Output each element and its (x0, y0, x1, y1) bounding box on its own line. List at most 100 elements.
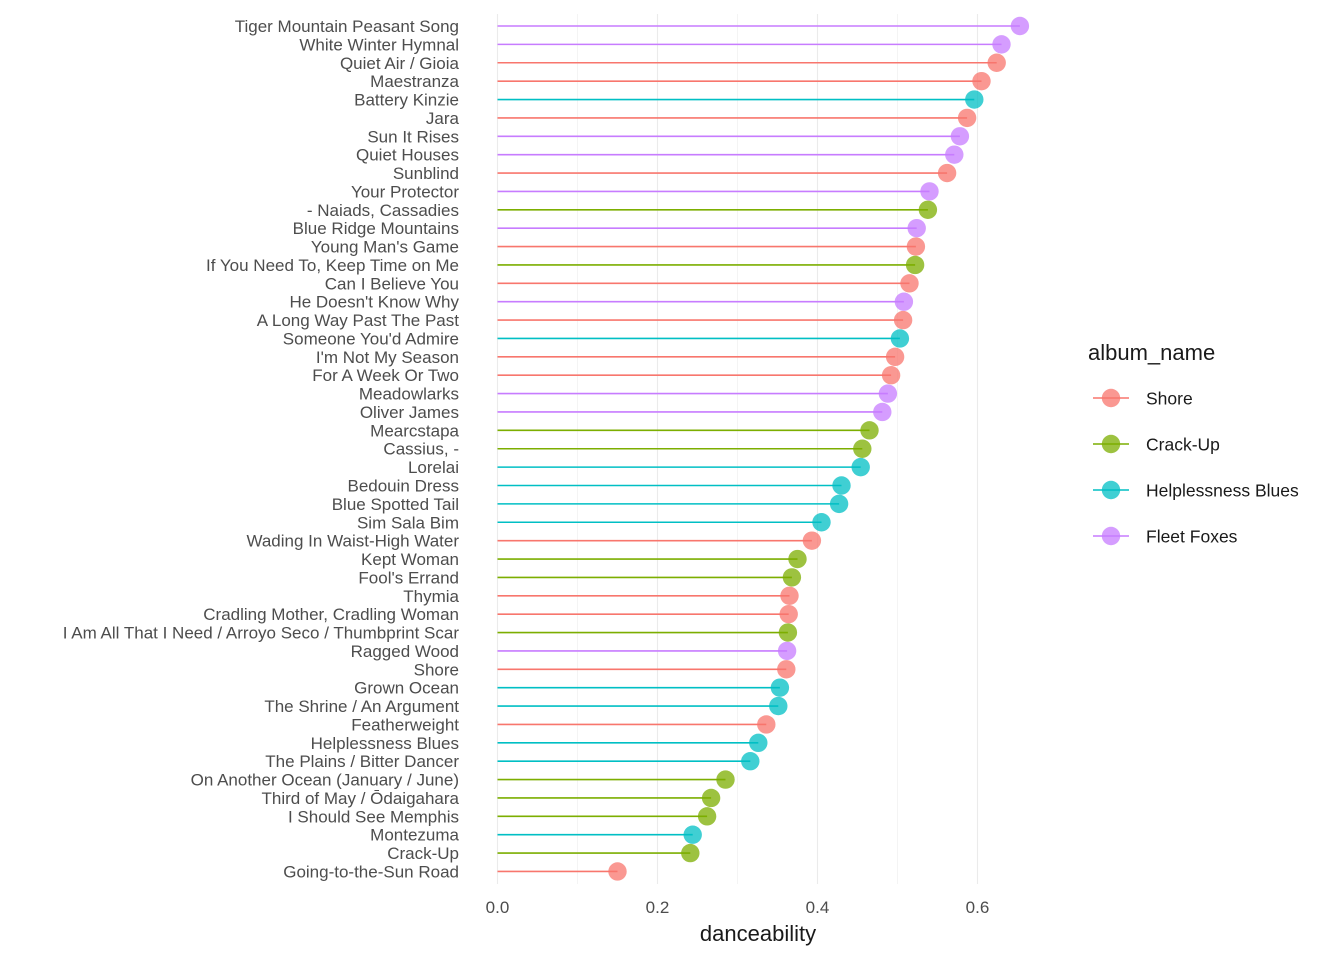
track-label: The Shrine / An Argument (264, 697, 459, 716)
track-label: If You Need To, Keep Time on Me (206, 256, 459, 275)
track-label: Grown Ocean (354, 679, 459, 698)
lollipop-point (905, 255, 925, 275)
track-label: Ragged Wood (351, 642, 459, 661)
track-label: Oliver James (360, 403, 459, 422)
track-label: Sim Sala Bim (357, 513, 459, 532)
lollipop-point (780, 586, 799, 605)
lollipop-point (769, 696, 788, 716)
track-label: Third of May / Ōdaigahara (262, 789, 460, 808)
track-label: Blue Ridge Mountains (293, 219, 459, 238)
track-label: Thymia (403, 587, 459, 606)
track-label: A Long Way Past The Past (257, 311, 460, 330)
track-label: Sunblind (393, 164, 459, 183)
lollipop-point (992, 35, 1011, 54)
track-label: The Plains / Bitter Dancer (265, 752, 459, 771)
legend-key-point (1101, 434, 1121, 454)
lollipop-point (681, 843, 700, 863)
lollipop-point (950, 127, 970, 146)
x-axis-ticks: 0.0 0.2 0.4 0.6 (486, 898, 990, 917)
lollipop-point (878, 384, 898, 403)
track-label: Maestranza (370, 72, 459, 91)
lollipop-point (716, 770, 735, 789)
lollipop-point (683, 825, 702, 844)
lollipop-point (701, 788, 721, 808)
lollipop-point (918, 200, 938, 219)
lollipop-point (741, 752, 760, 771)
track-label: He Doesn't Know Why (289, 293, 459, 312)
track-label: Bedouin Dress (347, 477, 459, 496)
track-label: For A Week Or Two (312, 366, 459, 385)
track-label: Jara (426, 109, 460, 128)
lollipop-point (965, 90, 984, 109)
x-tick-label: 0.6 (966, 898, 990, 917)
lollipop-point (777, 660, 796, 679)
legend-title: album_name (1088, 340, 1215, 365)
legend-label: Fleet Foxes (1146, 527, 1238, 547)
lollipop-point (832, 476, 851, 495)
track-label: Cassius, - (383, 440, 459, 459)
lollipop-point (802, 531, 822, 550)
point-layer (608, 16, 1030, 881)
lollipop-point (812, 513, 831, 532)
x-tick-label: 0.2 (646, 898, 670, 917)
x-axis-title: danceability (700, 921, 816, 946)
lollipop-point (1010, 16, 1030, 36)
track-label: Battery Kinzie (354, 91, 459, 110)
lollipop-point (873, 402, 892, 422)
track-label: Wading In Waist-High Water (246, 532, 459, 551)
legend-key-point (1101, 526, 1121, 546)
track-label: I'm Not My Season (316, 348, 459, 367)
track-label: Helplessness Blues (311, 734, 459, 753)
lollipop-point (697, 807, 717, 826)
legend-label: Helplessness Blues (1146, 481, 1299, 501)
stem-layer (497, 25, 1020, 873)
lollipop-point (893, 310, 913, 330)
track-label: Montezuma (370, 826, 459, 845)
lollipop-point (782, 568, 802, 587)
legend-item: Shore (1093, 389, 1193, 409)
lollipop-point (788, 549, 807, 569)
lollipop-point (749, 733, 768, 753)
lollipop-point (890, 329, 910, 348)
legend-key-point (1101, 388, 1121, 408)
track-label: Shore (414, 660, 459, 679)
track-label: Quiet Houses (356, 146, 459, 165)
lollipop-point (957, 108, 977, 128)
lollipop-point (770, 678, 790, 697)
track-label: Fool's Errand (358, 568, 459, 587)
legend-label: Shore (1146, 389, 1193, 409)
track-label: Quiet Air / Gioia (340, 54, 460, 73)
lollipop-point (851, 457, 870, 477)
lollipop-point (920, 182, 939, 201)
lollipop-point (900, 274, 919, 293)
track-label: I Am All That I Need / Arroyo Seco / Thu… (63, 624, 460, 643)
lollipop-point (778, 623, 798, 642)
legend-item: Fleet Foxes (1093, 527, 1238, 547)
lollipop-point (894, 292, 914, 311)
legend-item: Helplessness Blues (1093, 481, 1299, 501)
track-label: - Naiads, Cassadies (307, 201, 459, 220)
lollipop-point (608, 862, 627, 881)
lollipop-point (907, 218, 926, 238)
track-label: Blue Spotted Tail (332, 495, 459, 514)
legend-item: Crack-Up (1093, 435, 1220, 455)
lollipop-point (885, 347, 905, 367)
lollipop-point (972, 71, 991, 91)
track-label: Lorelai (408, 458, 459, 477)
track-label: Featherweight (351, 715, 459, 734)
track-label: Kept Woman (361, 550, 459, 569)
track-label: Tiger Mountain Peasant Song (235, 17, 459, 36)
track-label: On Another Ocean (January / June) (191, 771, 459, 790)
lollipop-point (881, 366, 901, 385)
track-label: Going-to-the-Sun Road (283, 862, 459, 881)
track-label: Mearcstapa (370, 421, 459, 440)
lollipop-point (829, 494, 849, 514)
x-tick-label: 0.0 (486, 898, 510, 917)
track-label: Someone You'd Admire (283, 329, 459, 348)
lollipop-point (937, 163, 957, 183)
lollipop-point (777, 641, 797, 661)
legend-key-point (1101, 480, 1121, 500)
lollipop-point (853, 439, 872, 458)
